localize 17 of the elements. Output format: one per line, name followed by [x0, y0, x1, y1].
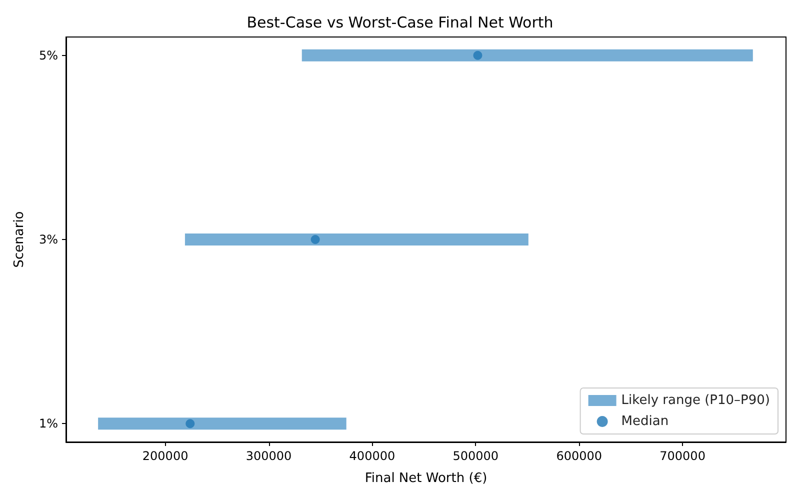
y-tick-label: 3%: [38, 232, 58, 246]
bar: [302, 49, 753, 62]
legend-label: Likely range (P10–P90): [621, 393, 770, 408]
x-tick-label: 700000: [660, 449, 706, 463]
y-tick-label: 1%: [38, 416, 58, 431]
bar: [98, 418, 346, 430]
x-tick-label: 400000: [349, 449, 396, 463]
y-axis-title: Scenario: [12, 211, 27, 268]
chart-title: Best-Case vs Worst-Case Final Net Worth: [246, 14, 554, 32]
x-tick-label: 300000: [246, 449, 292, 463]
y-tick-label: 5%: [38, 48, 58, 62]
x-tick-label: 500000: [452, 449, 499, 463]
bar: [184, 234, 528, 246]
x-tick-label: 200000: [142, 449, 188, 463]
legend-label: Median: [621, 414, 669, 429]
x-tick-label: 600000: [556, 449, 602, 463]
x-axis-title: Final Net Worth (€): [364, 471, 488, 486]
